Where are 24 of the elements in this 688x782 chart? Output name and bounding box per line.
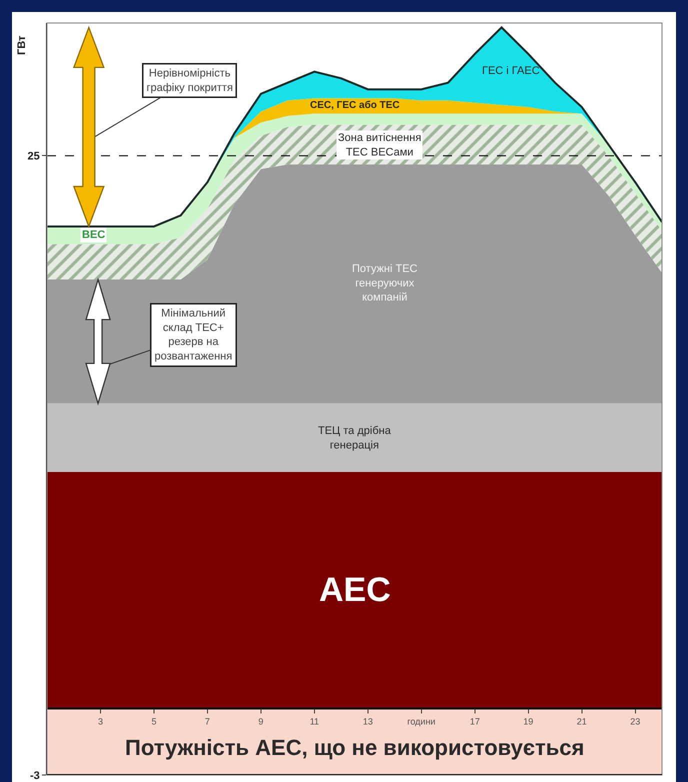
- y-tick-label: -3: [30, 770, 40, 782]
- x-tick-label: 9: [258, 716, 264, 726]
- y-axis-title: ГВт: [16, 34, 28, 55]
- x-tick-label: 13: [362, 716, 373, 726]
- x-tick-label: години: [407, 716, 436, 726]
- band-label: Потужність АЕС, що не використовується: [125, 735, 584, 760]
- x-tick-label: 19: [523, 716, 534, 726]
- x-tick-label: 17: [470, 716, 480, 726]
- x-tick-label: 23: [630, 716, 640, 726]
- series-label: ГЕС і ГАЕС: [482, 65, 540, 77]
- series-label: АЕС: [319, 571, 391, 609]
- series-label: ВЕС: [82, 229, 106, 241]
- x-tick-label: 21: [576, 716, 587, 726]
- x-tick-label: 5: [151, 716, 156, 726]
- x-tick-label: 11: [310, 716, 320, 726]
- series-label: Потужні ТЕС генеруючих компаній: [352, 263, 418, 304]
- series-label: СЕС, ГЕС або ТЕС: [310, 100, 400, 111]
- series-label: ТЕЦ та дрібна генерація: [318, 425, 392, 452]
- series-label: Зона витіснення ТЕС ВЕСами: [338, 132, 422, 158]
- x-tick-label: 7: [204, 716, 210, 726]
- x-tick-label: 3: [98, 716, 103, 726]
- annotation: Нерівномірність графіку покриття: [146, 68, 233, 94]
- annotation: Мінімальний склад ТЕС+ резерв на розвантаження: [154, 308, 232, 362]
- y-tick-label: 25: [28, 150, 40, 163]
